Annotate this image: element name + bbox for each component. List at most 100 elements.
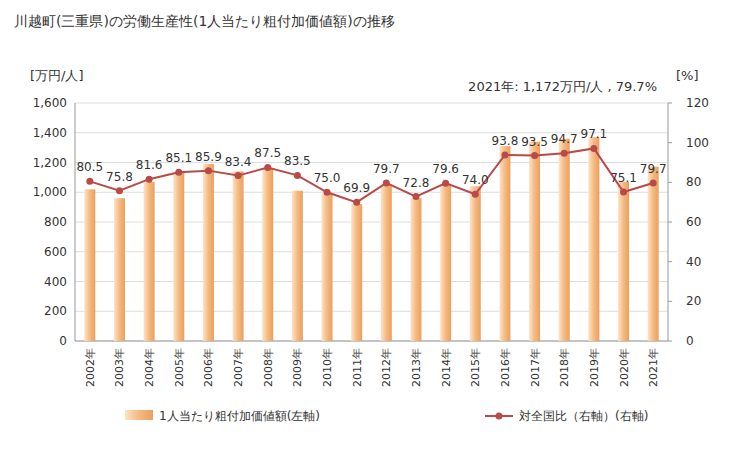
marker <box>235 172 242 179</box>
y2-tick <box>668 222 672 223</box>
x-tick-label: 2018年 <box>558 348 571 387</box>
x-tick-label: 2015年 <box>469 348 482 387</box>
y-tick-label: 1,000 <box>33 185 67 199</box>
x-tick-label: 2016年 <box>499 348 512 387</box>
data-label: 79.7 <box>373 162 400 176</box>
bar <box>292 191 303 341</box>
x-tick-label: 2003年 <box>113 348 126 387</box>
marker <box>590 145 597 152</box>
data-label: 94.7 <box>551 132 578 146</box>
data-label: 72.8 <box>403 176 430 190</box>
y-tick-label: 200 <box>44 304 67 318</box>
bar <box>351 204 362 341</box>
grid-line <box>75 162 668 163</box>
bar <box>322 194 333 341</box>
marker <box>383 179 390 186</box>
grid-line <box>75 311 668 312</box>
marker <box>294 172 301 179</box>
bar <box>470 186 481 341</box>
data-label: 93.8 <box>492 134 519 148</box>
marker <box>561 150 568 157</box>
data-label: 79.6 <box>432 162 459 176</box>
data-label: 85.9 <box>195 150 222 164</box>
x-tick-label: 2012年 <box>380 348 393 387</box>
bar <box>529 142 540 341</box>
data-label: 75.8 <box>106 170 133 184</box>
bar <box>233 171 244 341</box>
data-label: 97.1 <box>581 127 608 141</box>
marker <box>86 178 93 185</box>
legend-label: 対全国比（右軸）(右軸) <box>519 409 648 423</box>
legend-swatch <box>496 413 503 420</box>
marker <box>620 189 627 196</box>
x-tick-label: 2017年 <box>529 348 542 387</box>
marker <box>650 179 657 186</box>
legend-swatch <box>125 410 153 420</box>
y2-tick <box>668 261 672 262</box>
bar <box>381 185 392 341</box>
marker <box>501 151 508 158</box>
marker <box>146 176 153 183</box>
x-tick-label: 2011年 <box>351 348 364 387</box>
data-label: 83.5 <box>284 154 311 168</box>
y-tick-label: 800 <box>44 215 67 229</box>
y2-tick-label: 60 <box>686 215 701 229</box>
bar <box>648 167 659 341</box>
bar <box>559 139 570 341</box>
data-label: 85.1 <box>165 151 192 165</box>
y-tick-label: 1,600 <box>33 96 67 110</box>
y2-tick <box>668 103 672 104</box>
chart: 川越町(三重県)の労働生産性(1人当たり粗付加価値額)の推移[万円/人][%]2… <box>0 0 729 450</box>
data-label: 83.4 <box>225 155 252 169</box>
bar <box>618 182 629 341</box>
marker <box>531 152 538 159</box>
y-tick-label: 400 <box>44 275 67 289</box>
marker <box>442 180 449 187</box>
marker <box>353 199 360 206</box>
bar <box>499 146 510 341</box>
legend-label: 1人当たり粗付加価値額(左軸) <box>159 409 320 423</box>
bar <box>203 164 214 341</box>
data-label: 80.5 <box>76 160 103 174</box>
bar <box>410 198 421 341</box>
marker <box>116 187 123 194</box>
bar <box>588 137 599 341</box>
marker <box>324 189 331 196</box>
grid-line <box>75 103 668 104</box>
marker <box>264 164 271 171</box>
x-tick-label: 2019年 <box>588 348 601 387</box>
x-tick-label: 2008年 <box>262 348 275 387</box>
grid-line <box>75 281 668 282</box>
x-tick-label: 2020年 <box>618 348 631 387</box>
y2-tick-label: 100 <box>686 136 709 150</box>
y2-tick <box>668 341 672 342</box>
x-tick-label: 2014年 <box>440 348 453 387</box>
y-label: [万円/人] <box>30 68 84 83</box>
y2-tick <box>668 142 672 143</box>
title: 川越町(三重県)の労働生産性(1人当たり粗付加価値額)の推移 <box>14 13 395 29</box>
data-label: 75.0 <box>314 171 341 185</box>
y-tick-label: 1,200 <box>33 156 67 170</box>
line <box>90 148 653 202</box>
grid-line <box>75 341 668 342</box>
y2-tick-label: 20 <box>686 294 701 308</box>
bar <box>440 185 451 341</box>
x-tick-label: 2009年 <box>291 348 304 387</box>
y2-tick-label: 40 <box>686 255 701 269</box>
data-label: 87.5 <box>254 146 281 160</box>
y2-tick <box>668 182 672 183</box>
y2-tick-label: 0 <box>686 334 694 348</box>
bar <box>173 173 184 341</box>
grid-line <box>75 251 668 252</box>
x-tick-label: 2002年 <box>84 348 97 387</box>
y-axis <box>75 103 76 341</box>
y2-tick-label: 80 <box>686 175 701 189</box>
data-label: 75.1 <box>610 171 637 185</box>
plot-area <box>84 137 658 341</box>
x-axis <box>75 341 668 342</box>
x-tick-label: 2010年 <box>321 348 334 387</box>
data-label: 79.7 <box>640 162 667 176</box>
marker <box>205 167 212 174</box>
x-tick-label: 2006年 <box>202 348 215 387</box>
x-tick-label: 2021年 <box>647 348 660 387</box>
